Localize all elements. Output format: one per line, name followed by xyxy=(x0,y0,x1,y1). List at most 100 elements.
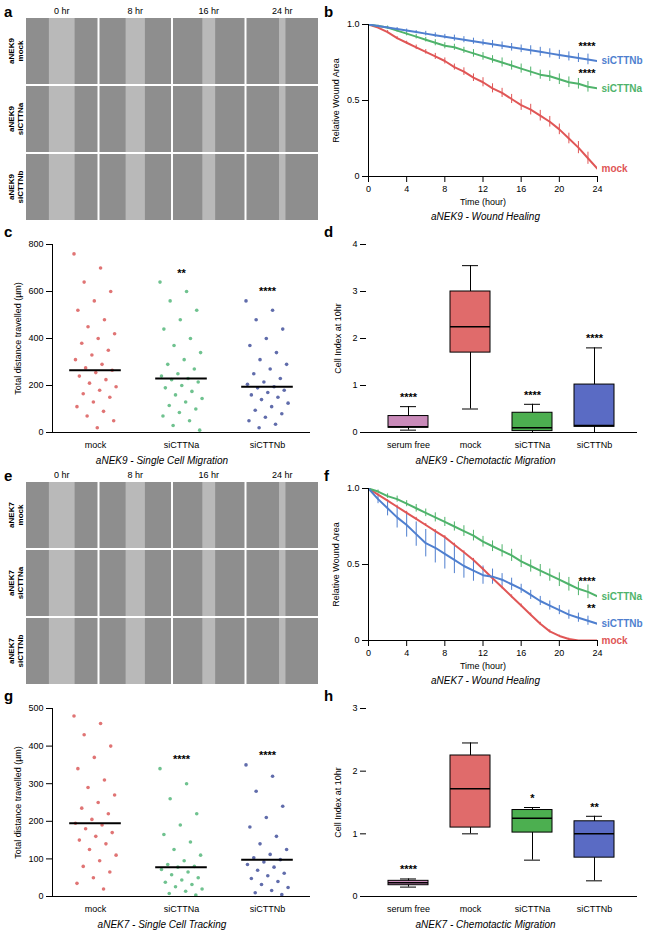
svg-text:Relative Wound Area: Relative Wound Area xyxy=(331,522,341,606)
svg-text:4: 4 xyxy=(404,648,409,658)
svg-text:24 hr: 24 hr xyxy=(272,470,293,480)
svg-text:Relative Wound Area: Relative Wound Area xyxy=(331,58,341,142)
svg-text:12: 12 xyxy=(478,184,488,194)
svg-text:0: 0 xyxy=(352,427,357,437)
svg-text:3: 3 xyxy=(352,286,357,296)
svg-text:12: 12 xyxy=(478,648,488,658)
svg-text:mock: mock xyxy=(602,635,629,646)
svg-text:*: * xyxy=(530,792,535,804)
svg-text:Time (hour): Time (hour) xyxy=(460,661,506,671)
svg-text:1.0: 1.0 xyxy=(347,483,360,493)
svg-text:aNEK9mock: aNEK9mock xyxy=(7,38,25,64)
svg-text:siCTTNb: siCTTNb xyxy=(602,55,643,66)
svg-text:Cell Index at 10hr: Cell Index at 10hr xyxy=(333,303,343,374)
svg-text:4: 4 xyxy=(404,184,409,194)
svg-text:2: 2 xyxy=(352,766,357,776)
svg-text:Total distance travelled (µm): Total distance travelled (µm) xyxy=(13,746,23,859)
svg-text:8: 8 xyxy=(442,184,447,194)
svg-text:serum free: serum free xyxy=(387,440,430,450)
svg-text:****: **** xyxy=(578,575,596,587)
svg-text:100: 100 xyxy=(28,854,43,864)
svg-text:****: **** xyxy=(578,67,596,79)
svg-text:16: 16 xyxy=(516,184,526,194)
svg-text:mock: mock xyxy=(85,440,107,450)
svg-text:8 hr: 8 hr xyxy=(127,470,143,480)
svg-text:****: **** xyxy=(400,863,418,875)
svg-text:siCTTNb: siCTTNb xyxy=(250,904,286,914)
svg-text:0 hr: 0 hr xyxy=(54,6,70,16)
svg-text:siCTTNa: siCTTNa xyxy=(164,904,200,914)
svg-text:200: 200 xyxy=(28,816,43,826)
svg-text:****: **** xyxy=(173,753,191,765)
html-text:aNEK9 - Chemotactic Migration: aNEK9 - Chemotactic Migration xyxy=(415,455,556,466)
svg-text:1: 1 xyxy=(352,380,357,390)
svg-text:siCTTNb: siCTTNb xyxy=(602,618,643,629)
svg-text:**: ** xyxy=(590,801,599,813)
html-text:aNEK9 - Wound Healing: aNEK9 - Wound Healing xyxy=(431,211,540,222)
svg-text:Cell Index at 10hr: Cell Index at 10hr xyxy=(333,767,343,838)
svg-text:16 hr: 16 hr xyxy=(198,470,219,480)
svg-text:Total distance travelled (µm): Total distance travelled (µm) xyxy=(13,282,23,395)
svg-text:aNEK7siCTTNb: aNEK7siCTTNb xyxy=(7,634,25,667)
svg-text:0.5: 0.5 xyxy=(347,559,360,569)
svg-text:aNEK9siCTTNb: aNEK9siCTTNb xyxy=(7,170,25,203)
svg-text:**: ** xyxy=(587,602,596,614)
svg-text:24: 24 xyxy=(592,648,602,658)
svg-text:0: 0 xyxy=(352,891,357,901)
svg-text:0: 0 xyxy=(38,891,43,901)
svg-text:400: 400 xyxy=(28,741,43,751)
svg-text:mock: mock xyxy=(460,904,482,914)
svg-text:****: **** xyxy=(259,285,277,297)
svg-text:****: **** xyxy=(259,749,277,761)
svg-text:Time (hour): Time (hour) xyxy=(460,197,506,207)
svg-text:300: 300 xyxy=(28,779,43,789)
svg-text:siCTTNa: siCTTNa xyxy=(602,591,643,602)
svg-text:siCTTNb: siCTTNb xyxy=(577,440,613,450)
svg-text:siCTTNb: siCTTNb xyxy=(577,904,613,914)
svg-text:0: 0 xyxy=(366,648,371,658)
svg-text:24: 24 xyxy=(592,184,602,194)
svg-text:aNEK7mock: aNEK7mock xyxy=(7,502,25,528)
svg-text:0.5: 0.5 xyxy=(347,95,360,105)
svg-text:mock: mock xyxy=(602,163,629,174)
svg-text:aNEK9siCTTNa: aNEK9siCTTNa xyxy=(7,102,25,135)
svg-text:****: **** xyxy=(400,391,418,403)
svg-text:0 hr: 0 hr xyxy=(54,470,70,480)
svg-text:1: 1 xyxy=(352,829,357,839)
svg-text:8 hr: 8 hr xyxy=(127,6,143,16)
svg-text:4: 4 xyxy=(352,239,357,249)
svg-text:20: 20 xyxy=(554,648,564,658)
svg-text:24 hr: 24 hr xyxy=(272,6,293,16)
svg-text:400: 400 xyxy=(28,333,43,343)
svg-text:200: 200 xyxy=(28,380,43,390)
svg-text:16 hr: 16 hr xyxy=(198,6,219,16)
svg-text:20: 20 xyxy=(554,184,564,194)
svg-text:****: **** xyxy=(586,332,604,344)
svg-text:mock: mock xyxy=(85,904,107,914)
svg-text:500: 500 xyxy=(28,703,43,713)
svg-text:8: 8 xyxy=(442,648,447,658)
svg-text:0: 0 xyxy=(366,184,371,194)
html-text:aNEK9 - Single Cell Migration: aNEK9 - Single Cell Migration xyxy=(95,455,229,466)
svg-text:serum free: serum free xyxy=(387,904,430,914)
svg-text:****: **** xyxy=(578,40,596,52)
svg-text:3: 3 xyxy=(352,703,357,713)
html-text:aNEK7 - Wound Healing: aNEK7 - Wound Healing xyxy=(431,675,540,686)
svg-text:siCTTNa: siCTTNa xyxy=(602,83,643,94)
svg-text:siCTTNa: siCTTNa xyxy=(515,440,551,450)
svg-text:siCTTNa: siCTTNa xyxy=(164,440,200,450)
svg-text:0: 0 xyxy=(354,635,359,645)
svg-text:mock: mock xyxy=(460,440,482,450)
svg-text:600: 600 xyxy=(28,286,43,296)
svg-text:0: 0 xyxy=(38,427,43,437)
svg-text:siCTTNa: siCTTNa xyxy=(515,904,551,914)
svg-text:2: 2 xyxy=(352,333,357,343)
svg-text:aNEK7siCTTNa: aNEK7siCTTNa xyxy=(7,566,25,599)
svg-text:****: **** xyxy=(524,389,542,401)
svg-text:0: 0 xyxy=(354,171,359,181)
svg-text:1.0: 1.0 xyxy=(347,19,360,29)
svg-text:**: ** xyxy=(177,267,186,279)
svg-text:siCTTNb: siCTTNb xyxy=(250,440,286,450)
svg-text:16: 16 xyxy=(516,648,526,658)
svg-text:800: 800 xyxy=(28,239,43,249)
